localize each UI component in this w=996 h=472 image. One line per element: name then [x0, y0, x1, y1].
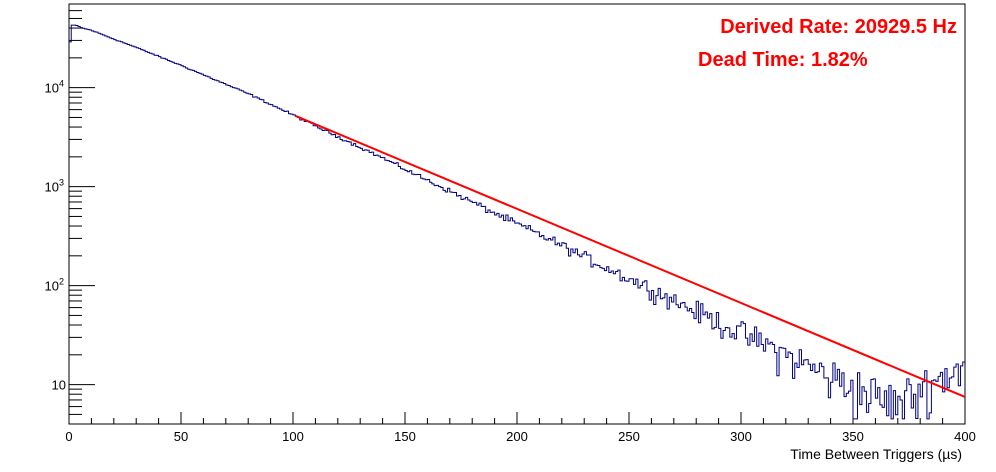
fit-curve [294, 114, 966, 398]
x-tick-label: 200 [506, 429, 528, 444]
x-axis-tick-labels: 0 50 100 150 200 250 300 350 400 [65, 429, 975, 444]
x-tick-label: 150 [394, 429, 416, 444]
x-tick-label: 0 [65, 429, 72, 444]
derived-rate-annotation: Derived Rate: 20929.5 Hz [720, 16, 957, 38]
x-tick-label: 250 [618, 429, 640, 444]
y-tick-label: 103 [45, 178, 64, 195]
y-tick-label: 104 [45, 79, 64, 96]
y-axis-tick-labels: 10 102 103 104 [45, 79, 66, 393]
x-tick-label: 350 [842, 429, 864, 444]
x-axis-ticks [68, 412, 966, 424]
dead-time-annotation: Dead Time: 1.82% [698, 49, 868, 71]
y-tick-label: 10 [52, 378, 66, 393]
x-tick-label: 400 [954, 429, 976, 444]
y-tick-label: 102 [45, 277, 64, 294]
y-axis-ticks [69, 3, 95, 425]
x-axis-title: Time Between Triggers (µs) [790, 446, 962, 462]
x-tick-label: 100 [282, 429, 304, 444]
x-tick-label: 300 [730, 429, 752, 444]
histogram-series [69, 24, 965, 420]
x-tick-label: 50 [174, 429, 188, 444]
